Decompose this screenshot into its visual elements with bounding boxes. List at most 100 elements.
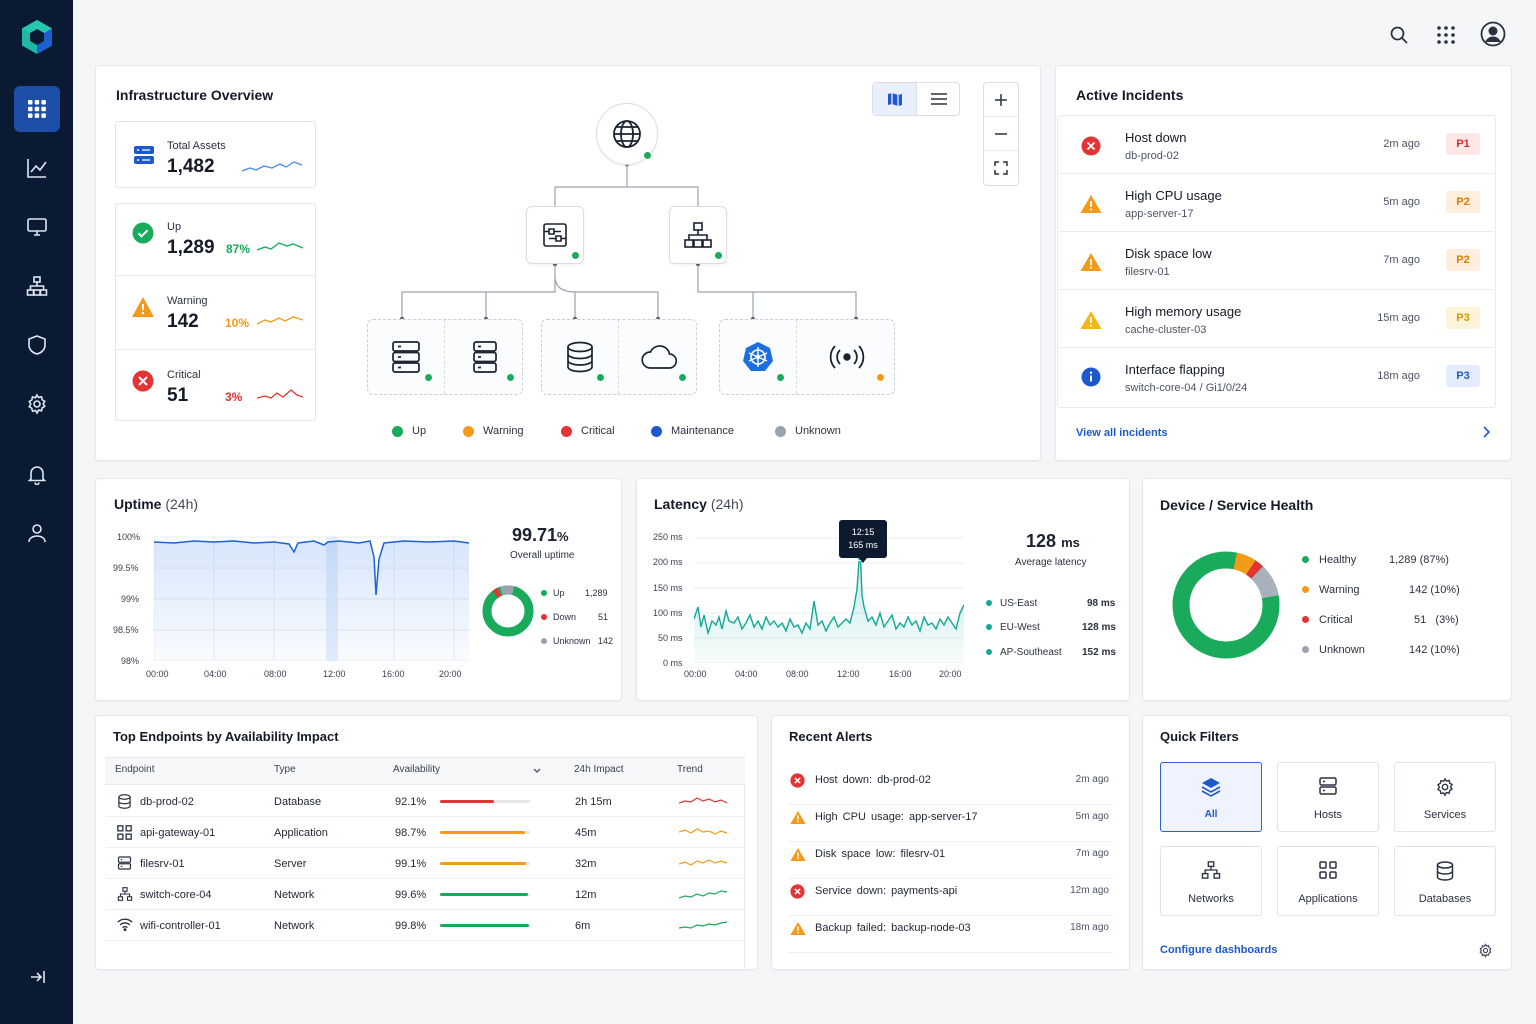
status-critical-row[interactable]: Critical 51 3% bbox=[116, 350, 315, 422]
dashboard-grid-icon bbox=[28, 100, 46, 118]
server-stack-icon bbox=[134, 146, 154, 164]
filter-applications[interactable]: Applications bbox=[1277, 846, 1379, 916]
incident-time: 18m ago bbox=[1377, 370, 1420, 382]
switch-node[interactable] bbox=[669, 206, 727, 264]
sidebar-item-dashboard[interactable] bbox=[14, 86, 60, 132]
app-logo[interactable] bbox=[19, 18, 55, 56]
availability-bar bbox=[440, 800, 530, 803]
table-row[interactable]: db-prod-02 Database 92.1% 2h 15m bbox=[106, 786, 744, 817]
status-warning-row[interactable]: Warning 142 10% bbox=[116, 276, 315, 350]
zoom-out-button[interactable] bbox=[984, 117, 1018, 151]
uptime-x-tick: 20:00 bbox=[439, 669, 462, 679]
filter-all[interactable]: All bbox=[1160, 762, 1262, 832]
priority-badge: P1 bbox=[1446, 133, 1480, 155]
filter-hosts[interactable]: Hosts bbox=[1277, 762, 1379, 832]
server-node-1[interactable] bbox=[368, 320, 445, 394]
list-view-button[interactable] bbox=[917, 83, 960, 115]
error-icon bbox=[1081, 136, 1101, 156]
server-node-2[interactable] bbox=[446, 320, 523, 394]
col-trend[interactable]: Trend bbox=[677, 764, 703, 775]
sidebar bbox=[0, 0, 73, 1024]
alert-row[interactable]: Disk space low: filesrv-01 7m ago bbox=[788, 842, 1113, 879]
filter-databases[interactable]: Databases bbox=[1394, 846, 1496, 916]
trend-sparkline bbox=[679, 890, 728, 899]
health-value: 51 (3%) bbox=[1414, 614, 1459, 626]
availability-bar bbox=[440, 862, 530, 865]
database-node[interactable] bbox=[542, 320, 619, 394]
zoom-in-button[interactable] bbox=[984, 83, 1018, 117]
internet-node[interactable] bbox=[596, 103, 658, 165]
uptime-unit: % bbox=[557, 529, 569, 544]
search-button[interactable] bbox=[1386, 22, 1412, 48]
sidebar-item-analytics[interactable] bbox=[14, 145, 60, 191]
scrollbar[interactable] bbox=[744, 785, 745, 970]
storage-group bbox=[541, 319, 697, 395]
sidebar-collapse[interactable] bbox=[14, 954, 60, 1000]
incident-title: Interface flapping bbox=[1125, 362, 1225, 377]
col-24h-impact[interactable]: 24h Impact bbox=[574, 764, 624, 775]
filters-title: Quick Filters bbox=[1160, 729, 1239, 744]
kubernetes-node[interactable] bbox=[720, 320, 797, 394]
sort-chevron-down-icon[interactable] bbox=[533, 768, 541, 774]
col-endpoint[interactable]: Endpoint bbox=[115, 764, 155, 775]
incident-row[interactable]: High memory usage cache-cluster-03 15m a… bbox=[1059, 290, 1494, 348]
view-all-incidents-link[interactable]: View all incidents bbox=[1076, 427, 1168, 439]
latency-number: 128 bbox=[1026, 531, 1057, 551]
profile-menu[interactable] bbox=[1479, 20, 1507, 48]
server-icon bbox=[117, 856, 132, 873]
total-assets-label: Total Assets bbox=[167, 140, 226, 152]
total-assets-card[interactable]: Total Assets 1,482 bbox=[115, 121, 316, 188]
table-row[interactable]: filesrv-01 Server 99.1% 32m bbox=[106, 848, 744, 879]
table-row[interactable]: api-gateway-01 Application 98.7% 45m bbox=[106, 817, 744, 848]
alert-row[interactable]: High CPU usage: app-server-17 5m ago bbox=[788, 805, 1113, 842]
filter-networks[interactable]: Networks bbox=[1160, 846, 1262, 916]
filter-services[interactable]: Services bbox=[1394, 762, 1496, 832]
warning-icon bbox=[1080, 195, 1102, 213]
map-view-button[interactable] bbox=[873, 83, 917, 115]
incident-row[interactable]: Interface flapping switch-core-04 / Gi1/… bbox=[1059, 348, 1494, 406]
sidebar-item-network[interactable] bbox=[14, 263, 60, 309]
legend-label: Up bbox=[412, 425, 427, 437]
uptime-y-tick: 99.5% bbox=[113, 563, 139, 573]
chevron-right-icon[interactable] bbox=[1481, 426, 1491, 438]
list-view-icon bbox=[930, 93, 947, 105]
alert-row[interactable]: Backup failed: backup-node-03 18m ago bbox=[788, 916, 1113, 953]
col-type[interactable]: Type bbox=[274, 764, 296, 775]
cloud-icon bbox=[640, 345, 677, 369]
incident-row[interactable]: Host down db-prod-02 2m ago P1 bbox=[1059, 116, 1494, 174]
uptime-x-tick: 16:00 bbox=[382, 669, 405, 679]
sidebar-item-monitor[interactable] bbox=[14, 204, 60, 250]
info-icon bbox=[1081, 367, 1101, 387]
sidebar-item-notifications[interactable] bbox=[14, 451, 60, 497]
latency-chart bbox=[694, 537, 964, 663]
legend-swatch bbox=[986, 649, 992, 655]
latency-card: Latency (24h) 250 ms 200 ms 150 ms 100 m… bbox=[636, 478, 1130, 701]
sidebar-item-profile[interactable] bbox=[14, 510, 60, 556]
uptime-x-tick: 12:00 bbox=[323, 669, 346, 679]
wireless-node[interactable] bbox=[798, 320, 895, 394]
trend-sparkline bbox=[679, 828, 728, 835]
sidebar-item-security[interactable] bbox=[14, 322, 60, 368]
status-dot bbox=[876, 373, 885, 382]
status-up-row[interactable]: Up 1,289 87% bbox=[116, 204, 315, 276]
latency-period: (24h) bbox=[710, 496, 744, 512]
settings-gear-icon[interactable] bbox=[1478, 943, 1493, 958]
table-row[interactable]: switch-core-04 Network 99.6% 12m bbox=[106, 879, 744, 910]
legend-label: Down bbox=[553, 612, 577, 622]
firewall-node[interactable] bbox=[526, 206, 584, 264]
availability-bar bbox=[440, 924, 530, 927]
apps-button[interactable] bbox=[1433, 22, 1459, 48]
alert-row[interactable]: Service down: payments-api 12m ago bbox=[788, 879, 1113, 916]
fit-screen-button[interactable] bbox=[984, 151, 1018, 185]
incident-row[interactable]: Disk space low filesrv-01 7m ago P2 bbox=[1059, 232, 1494, 290]
col-availability[interactable]: Availability bbox=[393, 764, 441, 775]
server-icon bbox=[472, 341, 497, 373]
shield-icon bbox=[28, 335, 46, 355]
latency-unit: ms bbox=[1061, 535, 1080, 550]
sidebar-item-settings[interactable] bbox=[14, 381, 60, 427]
alert-row[interactable]: Host down: db-prod-02 2m ago bbox=[788, 768, 1113, 805]
cloud-node[interactable] bbox=[620, 320, 697, 394]
configure-dashboards-link[interactable]: Configure dashboards bbox=[1160, 944, 1278, 956]
table-row[interactable]: wifi-controller-01 Network 99.8% 6m bbox=[106, 910, 744, 941]
incident-row[interactable]: High CPU usage app-server-17 5m ago P2 bbox=[1059, 174, 1494, 232]
